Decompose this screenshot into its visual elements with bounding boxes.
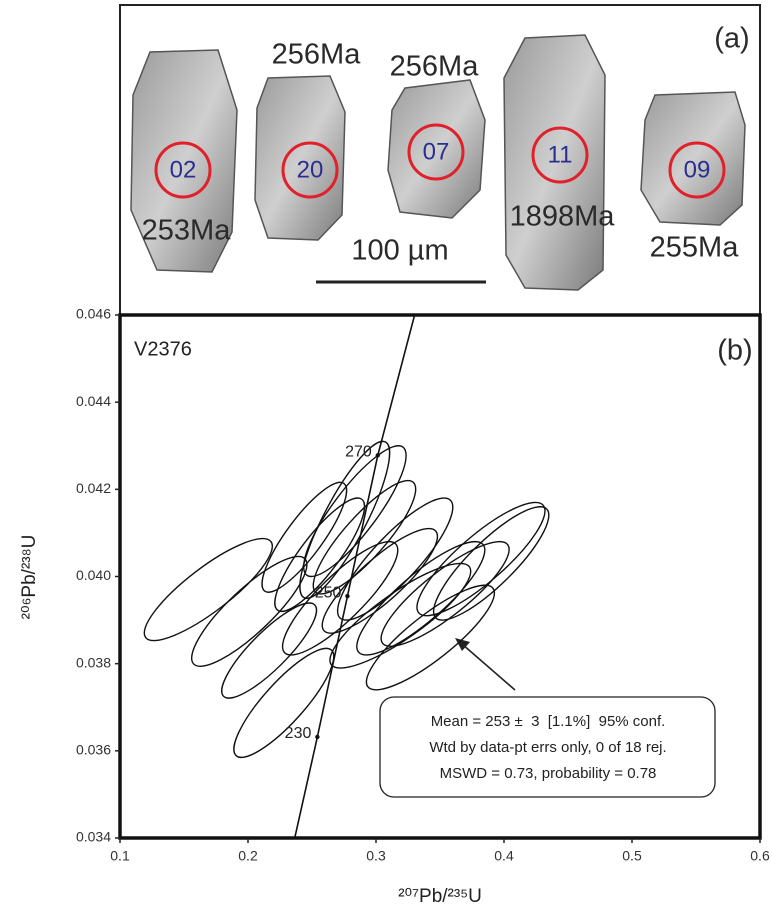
y-tick-label: 0.034 xyxy=(76,829,111,845)
x-axis-title: ²⁰⁷Pb/²³⁵U xyxy=(398,886,482,907)
y-tick-label: 0.042 xyxy=(76,480,111,496)
spot-label: 02 xyxy=(170,156,197,183)
panel-label: (b) xyxy=(717,335,752,367)
spot-label: 09 xyxy=(684,156,711,183)
x-tick-label: 0.1 xyxy=(110,848,130,864)
scale-bar-label: 100 µm xyxy=(351,235,448,267)
concordia-age-tick xyxy=(345,594,349,598)
sample-label: V2376 xyxy=(134,338,192,360)
spot-label: 11 xyxy=(548,141,573,168)
error-ellipse xyxy=(262,488,377,622)
age-label: 253Ma xyxy=(142,215,232,247)
x-tick-label: 0.3 xyxy=(366,848,386,864)
spot-label: 20 xyxy=(297,156,324,183)
age-label: 256Ma xyxy=(272,39,362,71)
y-tick-label: 0.038 xyxy=(76,654,111,670)
spot-label: 07 xyxy=(423,138,450,165)
concordia-age-tick xyxy=(376,453,380,457)
concordia-age-label: 230 xyxy=(285,725,312,742)
figure: 02 20 07 11 09 253Ma 256Ma 256Ma 1898Ma … xyxy=(0,0,772,912)
concordia-age-label: 250 xyxy=(315,584,342,601)
y-tick-label: 0.036 xyxy=(76,742,111,758)
error-ellipse xyxy=(211,592,328,709)
annotation: Wtd by data-pt errs only, 0 of 18 rej. xyxy=(429,739,666,756)
x-tick-label: 0.2 xyxy=(238,848,258,864)
age-label: 255Ma xyxy=(650,232,740,264)
y-axis-title: ²⁰⁶Pb/²³⁸U xyxy=(19,535,40,620)
error-ellipse xyxy=(132,524,284,655)
annotation: Mean = 253 ± 3 [1.1%] 95% conf. xyxy=(431,713,666,730)
y-tick-label: 0.044 xyxy=(76,393,111,409)
annotation: MSWD = 0.73, probability = 0.78 xyxy=(440,765,657,782)
arrow-shaft xyxy=(462,644,515,690)
x-tick-label: 0.6 xyxy=(750,848,770,864)
y-tick-label: 0.040 xyxy=(76,567,111,583)
x-tick-label: 0.4 xyxy=(494,848,514,864)
x-tick-label: 0.5 xyxy=(622,848,642,864)
error-ellipse xyxy=(404,488,559,631)
y-tick-label: 0.046 xyxy=(76,306,111,322)
age-label: 256Ma xyxy=(390,51,480,83)
concordia-age-tick xyxy=(315,735,319,739)
concordia-age-label: 270 xyxy=(345,444,372,461)
panel-label: (a) xyxy=(714,23,749,55)
age-label: 1898Ma xyxy=(510,201,616,233)
